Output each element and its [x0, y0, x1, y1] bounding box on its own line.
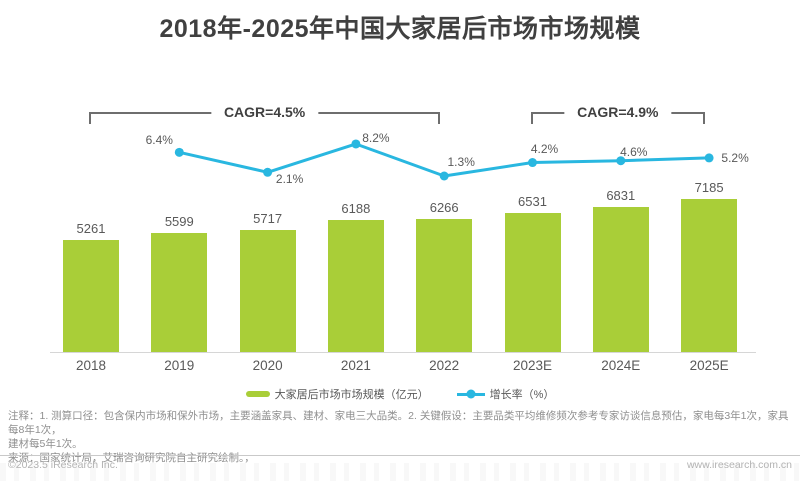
bar-value-label-2019: 5599 — [164, 214, 194, 229]
line-point-2025E — [704, 153, 714, 163]
legend-label-market-size: 大家居后市场市场规模（亿元） — [274, 389, 429, 401]
cagr-bracket-1: CAGR=4.5% — [89, 104, 441, 124]
x-axis-label-2019: 2019 — [164, 358, 195, 373]
bar-2019 — [151, 233, 208, 352]
line-point-2020 — [263, 167, 273, 177]
bar-2018 — [63, 240, 119, 352]
note-line-1: 注释：1. 测算口径：包含保内市场和保外市场，主要涵盖家具、建材、家电三大品类。… — [8, 410, 789, 436]
cagr-label-2: CAGR=4.9% — [564, 104, 672, 120]
bar-value-label-2018: 5261 — [76, 221, 106, 236]
growth-label-2023E: 4.2% — [530, 141, 559, 156]
bar-series-swatch-icon — [245, 391, 270, 397]
chart-title: 2018年-2025年中国大家居后市场市场规模 — [159, 15, 641, 43]
x-axis-line — [50, 352, 756, 353]
growth-label-2022: 1.3% — [447, 155, 475, 169]
bar-value-label-2025E: 7185 — [694, 180, 724, 195]
line-point-2019 — [174, 147, 184, 157]
line-series-swatch-icon — [456, 389, 485, 399]
line-dot-icon — [466, 389, 476, 399]
line-point-2023E — [528, 158, 537, 168]
x-axis-label-2020: 2020 — [252, 358, 283, 373]
line-point-2021 — [351, 139, 361, 149]
growth-label-2025E: 5.2% — [721, 150, 749, 165]
bar-value-label-2020: 5717 — [253, 211, 283, 226]
note-line-2: 建材每5年1次。 — [8, 438, 83, 450]
legend-item-market-size: 大家居后市场市场规模（亿元） — [245, 386, 429, 402]
x-axis-label-2022: 2022 — [429, 358, 460, 373]
legend-label-growth-rate: 增长率（%） — [489, 389, 555, 401]
bar-2021 — [327, 220, 384, 352]
footer-divider — [0, 455, 800, 456]
bar-2023E — [504, 213, 561, 352]
growth-label-2024E: 4.6% — [620, 144, 648, 159]
line-point-2022 — [439, 171, 449, 181]
bar-value-label-2023E: 6531 — [518, 194, 547, 209]
x-axis-label-2024E: 2024E — [601, 358, 641, 373]
footer-bar: ©2023.5 iResearch Inc. www.iresearch.com… — [8, 459, 792, 471]
bar-2025E — [681, 199, 738, 352]
bar-value-label-2024E: 6831 — [606, 188, 636, 203]
x-axis-label-2018: 2018 — [75, 358, 107, 373]
growth-label-2019: 6.4% — [145, 133, 173, 148]
x-axis-label-2025E: 2025E — [689, 358, 729, 373]
cagr-label-1: CAGR=4.5% — [210, 104, 319, 120]
footnotes: 注释：1. 测算口径：包含保内市场和保外市场，主要涵盖家具、建材、家电三大品类。… — [8, 409, 796, 465]
growth-label-2020: 2.1% — [275, 172, 304, 187]
bar-2020 — [239, 230, 296, 352]
watermark-strip — [0, 463, 800, 481]
legend-item-growth-rate: 增长率（%） — [456, 386, 555, 402]
chart-legend: 大家居后市场市场规模（亿元） 增长率（%） — [0, 386, 800, 402]
growth-label-2021: 8.2% — [362, 130, 390, 145]
bar-2022 — [416, 219, 473, 352]
website-text: www.iresearch.com.cn — [686, 459, 792, 471]
cagr-bracket-2: CAGR=4.9% — [530, 104, 706, 124]
x-axis-label-2023E: 2023E — [512, 358, 553, 373]
copyright-text: ©2023.5 iResearch Inc. — [8, 459, 118, 471]
x-axis-label-2021: 2021 — [340, 358, 371, 373]
bar-value-label-2021: 6188 — [341, 201, 371, 216]
bar-2024E — [592, 207, 649, 352]
bar-value-label-2022: 6266 — [429, 200, 459, 215]
